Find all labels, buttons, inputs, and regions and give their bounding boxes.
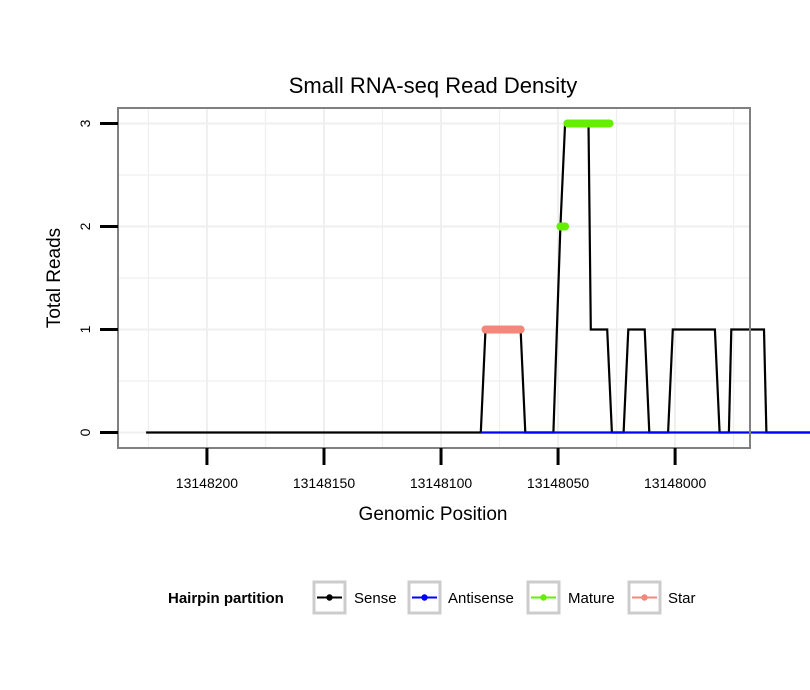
legend-key-point	[326, 594, 333, 601]
y-tick-label: 3	[77, 119, 93, 127]
chart-title: Small RNA-seq Read Density	[289, 73, 578, 98]
legend-key-point	[540, 594, 547, 601]
legend-key-point	[421, 594, 428, 601]
legend-label-mature: Mature	[568, 590, 615, 607]
x-tick-label: 13148100	[410, 475, 473, 491]
plot-border	[117, 107, 751, 449]
y-tick-label: 0	[77, 428, 93, 436]
legend-title: Hairpin partition	[168, 590, 284, 607]
y-tick-label: 2	[77, 222, 93, 230]
y-tick-label: 1	[77, 325, 93, 333]
x-tick-label: 13148000	[644, 475, 707, 491]
x-tick-label: 13148150	[293, 475, 356, 491]
legend-label-star: Star	[668, 590, 696, 607]
legend: Hairpin partition Sense Antisense Mature St…	[168, 580, 696, 615]
legend-key-point	[641, 594, 648, 601]
x-axis-title: Genomic Position	[359, 504, 508, 525]
plot-area: 13148200 13148150 13148100 13148050 13148000…	[77, 107, 810, 491]
x-tick-label: 13148200	[176, 475, 239, 491]
y-axis-title: Total Reads	[44, 228, 65, 328]
legend-label-antisense: Antisense	[448, 590, 514, 607]
legend-label-sense: Sense	[354, 590, 397, 607]
x-tick-label: 13148050	[527, 475, 590, 491]
